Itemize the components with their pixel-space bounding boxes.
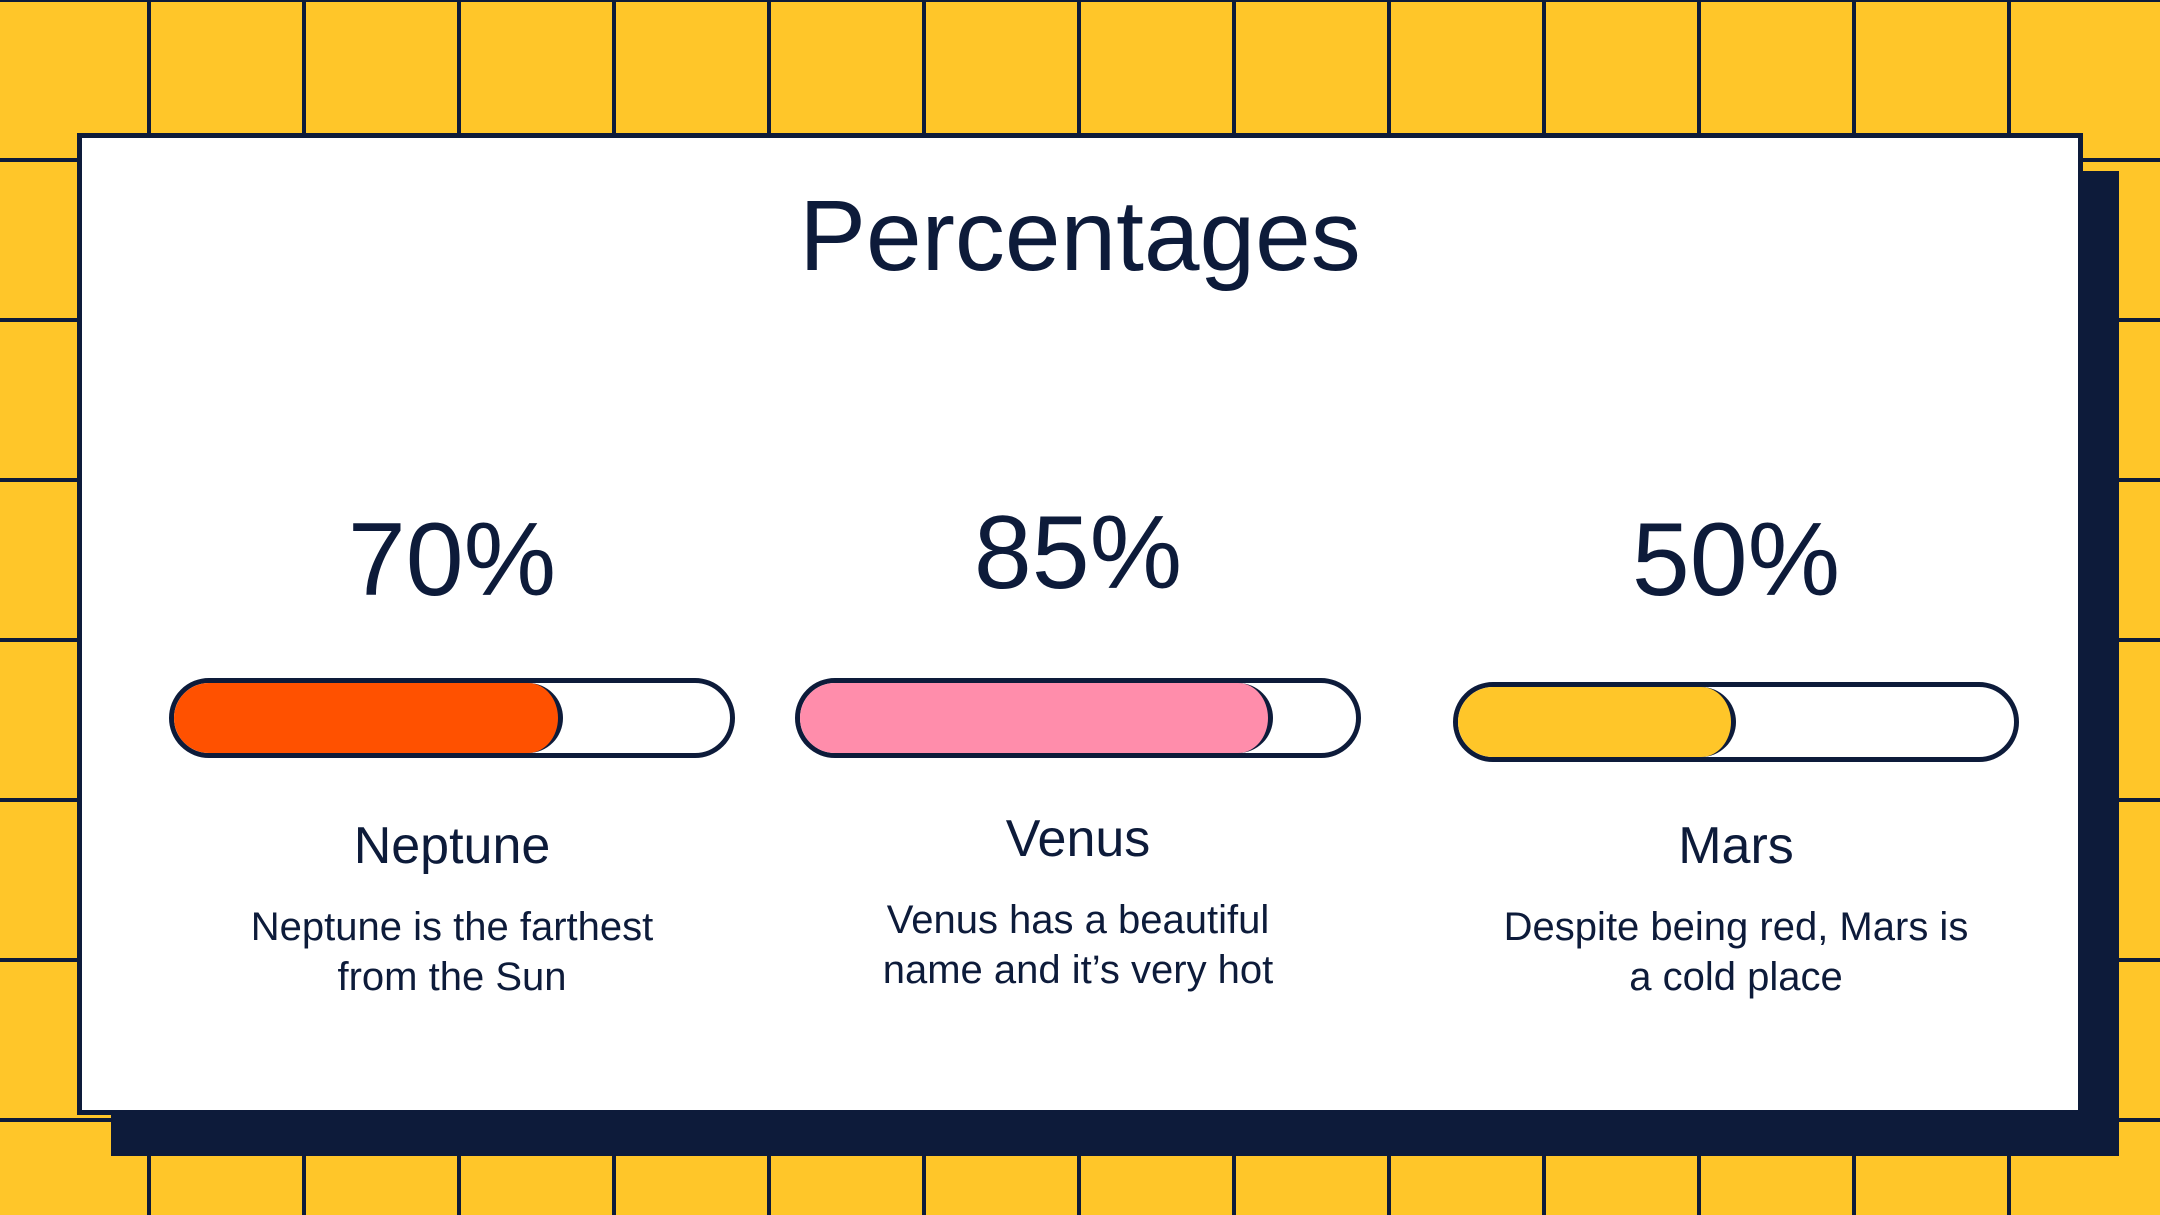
neptune-description: Neptune is the farthest from the Sun: [250, 905, 654, 999]
mars-progress-bar: [1453, 682, 2019, 762]
venus-progress-bar: [795, 678, 1361, 758]
mars-progress-fill: [1458, 687, 1736, 757]
mars-column: 50% Mars Despite being red, Mars is a co…: [1446, 508, 2026, 1002]
venus-description: Venus has a beautiful name and it’s very…: [882, 898, 1274, 992]
slide-card: Percentages 70% Neptune Neptune is the f…: [77, 133, 2083, 1115]
mars-percent: 50%: [1631, 502, 1841, 618]
neptune-name: Neptune: [353, 817, 551, 875]
neptune-percent: 70%: [347, 502, 557, 618]
neptune-column: 70% Neptune Neptune is the farthest from…: [162, 508, 742, 1002]
page-title: Percentages: [799, 180, 1361, 292]
venus-progress-fill: [800, 683, 1273, 753]
mars-description: Despite being red, Mars is a cold place: [1503, 905, 1969, 999]
venus-column: 85% Venus Venus has a beautiful name and…: [788, 501, 1368, 995]
neptune-progress-fill: [174, 683, 564, 753]
venus-percent: 85%: [973, 495, 1183, 611]
venus-name: Venus: [1005, 810, 1151, 868]
mars-name: Mars: [1678, 817, 1794, 875]
neptune-progress-bar: [169, 678, 735, 758]
